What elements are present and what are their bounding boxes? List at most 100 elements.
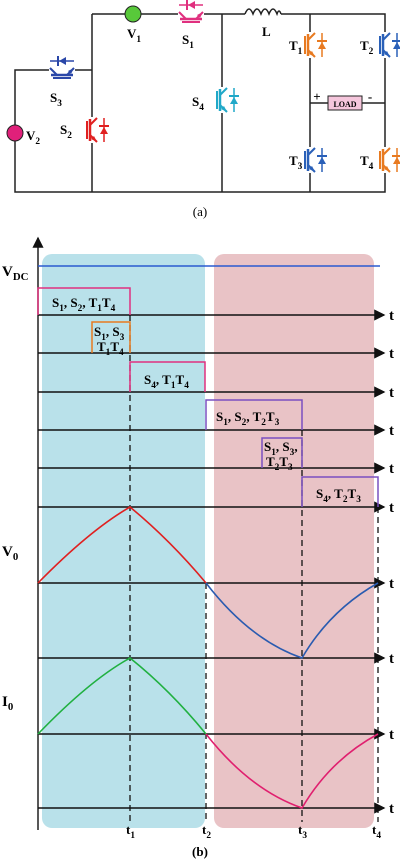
axis-t-label: t <box>389 308 394 324</box>
text-part: , T <box>82 295 97 310</box>
subscript: 4 <box>376 831 381 841</box>
text-part: t <box>372 822 377 837</box>
axis-t-label: t <box>389 727 394 743</box>
text-part: , T <box>156 372 171 387</box>
state-label: S1, S2, T1T4 <box>52 295 116 314</box>
label: LOAD <box>333 100 356 109</box>
text-part: , S <box>64 295 78 310</box>
label: L <box>262 24 271 39</box>
subscript: 0 <box>13 551 18 563</box>
text-part: S <box>316 486 323 501</box>
subscript: 1 <box>298 47 303 57</box>
load-box <box>327 95 363 111</box>
text-part: , S <box>276 439 290 454</box>
axis-t-label: t <box>389 385 394 401</box>
subscript: 2 <box>275 463 280 473</box>
text-part: V <box>2 544 13 560</box>
switch-t1 <box>298 30 328 60</box>
text-part: T <box>102 295 111 310</box>
axis-t-label: t <box>389 801 394 817</box>
label: S4 <box>192 94 204 113</box>
label: I0 <box>2 694 13 713</box>
text-part: T <box>266 454 275 469</box>
subscript: 2 <box>78 304 83 314</box>
subscript: 3 <box>356 495 361 505</box>
source-v1 <box>124 5 142 23</box>
pulse <box>37 287 131 315</box>
subscript: 2 <box>369 47 374 57</box>
text-part: , S <box>106 324 120 339</box>
time-label: t4 <box>372 822 381 841</box>
text-part: , T <box>328 486 343 501</box>
label: T2 <box>360 38 374 57</box>
subscript: 3 <box>302 831 307 841</box>
state-label: S1, S3 <box>94 324 125 343</box>
subscript: 1 <box>106 348 111 358</box>
interval-mode1 <box>42 254 205 828</box>
subscript: 1 <box>136 35 141 45</box>
pulse <box>261 437 303 468</box>
subscript: 4 <box>323 495 328 505</box>
text-part: , T <box>246 409 261 424</box>
axis-t-label: t <box>389 651 394 667</box>
time-label: t2 <box>202 822 211 841</box>
text-part: S <box>192 94 199 109</box>
subscript: 0 <box>8 701 13 713</box>
interval-mode2 <box>214 254 374 828</box>
subscript: 2 <box>261 418 266 428</box>
text-part: S <box>216 409 223 424</box>
text-part: S <box>60 122 67 137</box>
text-part: V <box>2 264 13 280</box>
subscript: 1 <box>97 304 102 314</box>
label: T4 <box>360 153 374 172</box>
subscript: 1 <box>130 831 135 841</box>
label: V0 <box>2 544 18 563</box>
source-v2 <box>6 124 24 142</box>
label: S3 <box>50 90 62 109</box>
subscript: 3 <box>290 448 295 458</box>
text-part: T <box>289 153 298 168</box>
pulse <box>129 361 206 392</box>
state-label: T2T3 <box>266 454 293 473</box>
axis-t-label: t <box>389 423 394 439</box>
state-label: S4, T1T4 <box>144 372 189 391</box>
switch-t4 <box>373 145 400 175</box>
label: + <box>313 89 320 104</box>
inductor <box>244 8 282 17</box>
text-part: T <box>348 486 357 501</box>
subscript: 1 <box>271 448 276 458</box>
switch-s3 <box>47 55 77 85</box>
subscript: 2 <box>35 137 40 147</box>
text-part: S <box>94 324 101 339</box>
subscript: 1 <box>59 304 64 314</box>
i0-curve <box>205 733 379 809</box>
text-part: t <box>202 822 207 837</box>
v0-curve <box>37 506 207 584</box>
subscript: 2 <box>206 831 211 841</box>
text-part: t <box>298 822 303 837</box>
subscript: 1 <box>101 333 106 343</box>
subscript: 4 <box>199 103 204 113</box>
text-part: V <box>127 26 137 41</box>
label: T3 <box>289 153 303 172</box>
circuit: LOAD + - V1 S1 L T1 T2 S3 V2 S2 S4 T3 T4… <box>6 0 400 219</box>
label: V1 <box>127 26 141 45</box>
switch-s2 <box>80 115 110 145</box>
axis-t-label: t <box>389 346 394 362</box>
state-label: S1, S2, T2T3 <box>216 409 280 428</box>
switch-s1 <box>176 0 206 29</box>
label: - <box>368 89 372 104</box>
text-part: T <box>110 339 119 354</box>
subscript: DC <box>13 271 29 283</box>
subscript: 2 <box>343 495 348 505</box>
subscript: 2 <box>242 418 247 428</box>
switch-t3 <box>298 145 328 175</box>
text-part: S <box>50 90 57 105</box>
text-part: S <box>52 295 59 310</box>
time-label: t3 <box>298 822 307 841</box>
label: T1 <box>289 38 303 57</box>
axis-t-label: t <box>389 576 394 592</box>
subscript: 4 <box>111 304 116 314</box>
